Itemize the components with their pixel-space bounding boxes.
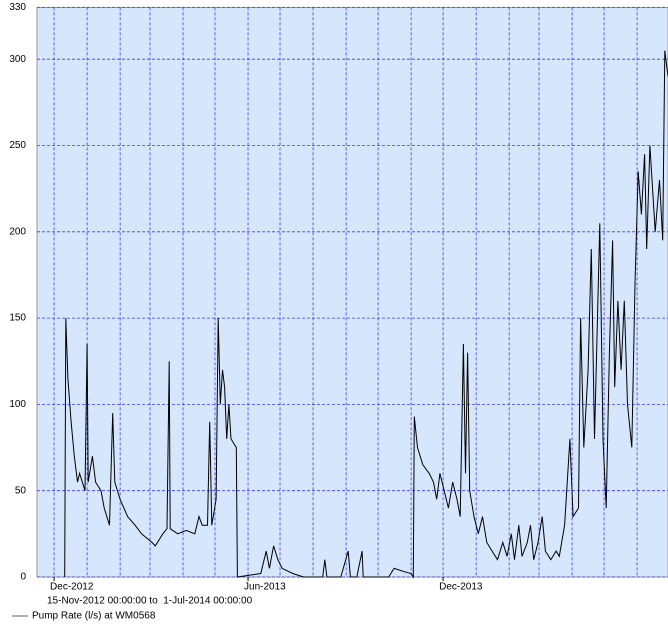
x-tick-label: Jun-2013 <box>244 582 286 593</box>
legend-label: Pump Rate (l/s) at WM0568 <box>32 611 156 622</box>
x-tick-label: Dec-2012 <box>50 582 94 593</box>
y-tick-label: 0 <box>20 572 26 583</box>
y-tick-label: 100 <box>9 399 26 410</box>
range-text: 15-Nov-2012 00:00:00 to 1-Jul-2014 00:00… <box>47 596 253 607</box>
y-tick-label: 200 <box>9 226 26 237</box>
y-tick-label: 250 <box>9 140 26 151</box>
y-tick-label: 300 <box>9 54 26 65</box>
x-tick-label: Dec-2013 <box>439 582 483 593</box>
y-tick-label: 330 <box>9 2 26 13</box>
data-line <box>64 50 668 579</box>
y-tick-label: 150 <box>9 313 26 324</box>
plot-area <box>36 6 668 578</box>
y-tick-label: 50 <box>15 485 27 496</box>
